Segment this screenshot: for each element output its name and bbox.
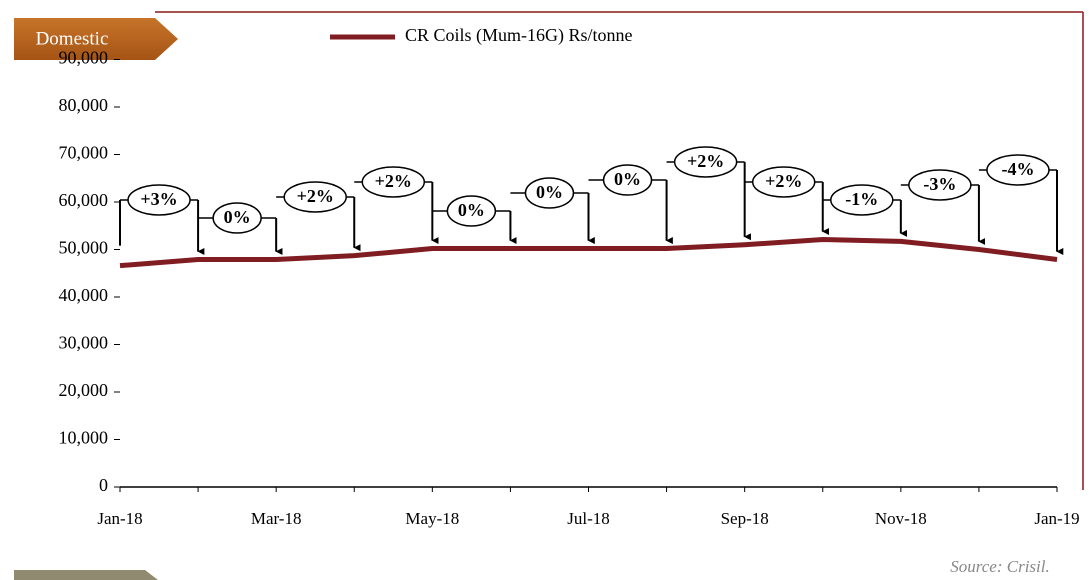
series-line	[119, 237, 1058, 269]
tag-shape-bottom	[14, 570, 158, 580]
tag-label: Domestic	[36, 28, 109, 49]
tag-shape	[14, 18, 178, 60]
x-tick-label: Mar-18	[251, 509, 302, 528]
annotation: +2%	[297, 186, 334, 206]
annotation: 0%	[614, 169, 641, 189]
y-tick-label: 40,000	[59, 285, 109, 305]
annotation: +2%	[375, 171, 412, 191]
x-tick-label: Jul-18	[567, 509, 610, 528]
callout-bubble	[986, 154, 1050, 186]
y-tick-label: 30,000	[59, 333, 109, 353]
x-tick-label: May-18	[405, 509, 459, 528]
callout-bubble	[830, 184, 894, 216]
annotation: +2%	[765, 171, 802, 191]
annotation: +2%	[687, 151, 724, 171]
annotation: +3%	[140, 189, 177, 209]
annotation: 0%	[536, 182, 563, 202]
callout-bubble	[212, 202, 262, 234]
callout-bubble	[751, 166, 816, 198]
callout-bubble	[127, 184, 191, 216]
x-tick-label: Jan-18	[97, 509, 142, 528]
callout-bubble	[361, 166, 426, 198]
annotation: 0%	[224, 207, 251, 227]
y-tick-label: 90,000	[59, 48, 109, 68]
callout-bubble	[673, 146, 738, 178]
y-tick-label: 20,000	[59, 380, 109, 400]
callout-bubble	[602, 164, 653, 196]
x-tick-label: Jan-19	[1034, 509, 1079, 528]
y-tick-label: 60,000	[59, 190, 109, 210]
y-tick-label: 80,000	[59, 95, 109, 115]
callout-bubble	[446, 195, 497, 227]
x-tick-label: Sep-18	[721, 509, 769, 528]
x-tick-label: Nov-18	[875, 509, 927, 528]
y-tick-label: 50,000	[59, 238, 109, 258]
source: Source: Crisil.	[950, 557, 1049, 576]
callout-bubble	[908, 169, 972, 201]
annotation: -1%	[845, 189, 878, 209]
y-tick-label: 70,000	[59, 143, 109, 163]
callout-bubble	[524, 177, 575, 209]
callout-bubble	[283, 181, 347, 213]
annotation: 0%	[458, 200, 485, 220]
annotation: -4%	[1001, 159, 1034, 179]
y-tick-label: 0	[99, 475, 108, 495]
legend-label: CR Coils (Mum-16G) Rs/tonne	[405, 25, 633, 46]
y-tick-label: 10,000	[59, 428, 109, 448]
annotation: -3%	[923, 174, 956, 194]
